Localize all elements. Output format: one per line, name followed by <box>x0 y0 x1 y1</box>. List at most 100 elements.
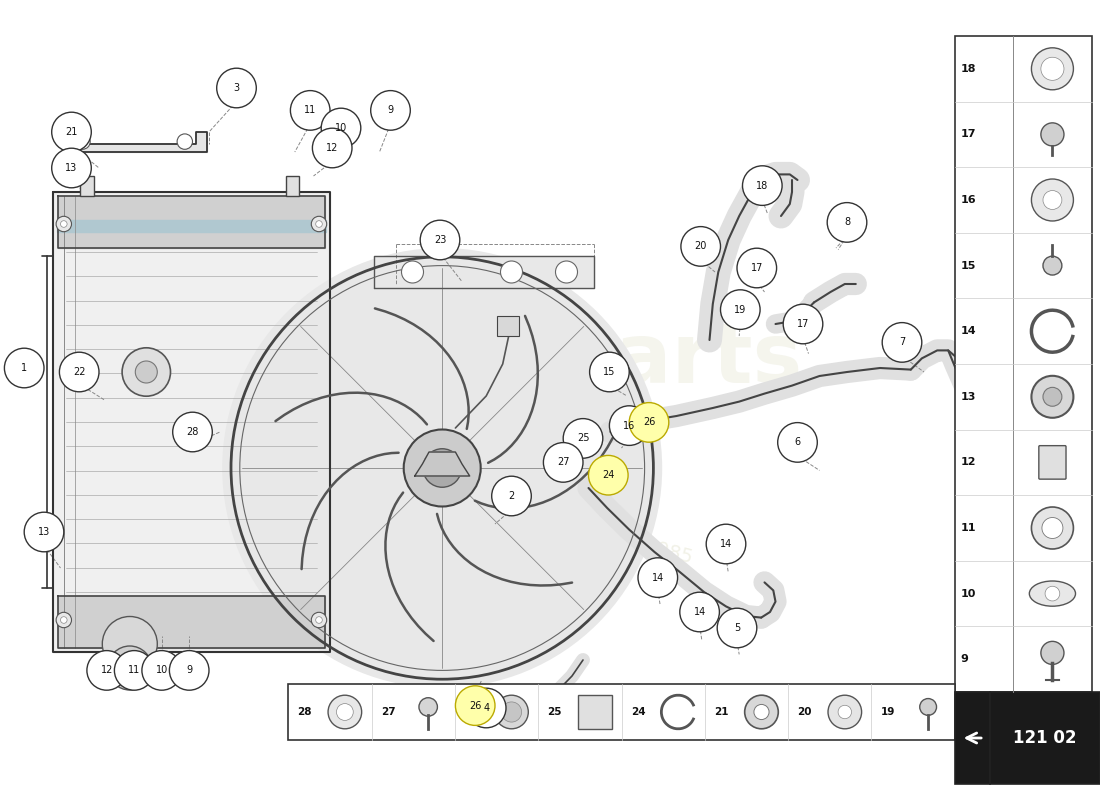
FancyBboxPatch shape <box>80 176 94 196</box>
Circle shape <box>371 90 410 130</box>
Text: 14: 14 <box>719 539 733 549</box>
Text: 121 02: 121 02 <box>1013 729 1077 747</box>
FancyBboxPatch shape <box>1038 446 1066 479</box>
Text: 11: 11 <box>960 523 977 533</box>
Circle shape <box>1032 179 1074 221</box>
Circle shape <box>1043 190 1062 210</box>
Circle shape <box>56 612 72 628</box>
Text: 26: 26 <box>469 701 482 710</box>
Polygon shape <box>415 452 470 476</box>
Circle shape <box>1032 48 1074 90</box>
Circle shape <box>424 449 462 487</box>
Circle shape <box>1032 376 1074 418</box>
Text: 21: 21 <box>65 127 78 137</box>
Circle shape <box>1041 642 1064 665</box>
Text: 18: 18 <box>756 181 769 190</box>
Bar <box>990 692 1100 784</box>
Text: 12: 12 <box>100 666 113 675</box>
Text: 26: 26 <box>464 707 478 717</box>
Circle shape <box>638 558 678 598</box>
Circle shape <box>1043 387 1062 406</box>
Circle shape <box>420 220 460 260</box>
Bar <box>955 36 1092 692</box>
Circle shape <box>1032 507 1074 549</box>
Bar <box>288 684 955 740</box>
Circle shape <box>321 108 361 148</box>
Text: 24: 24 <box>602 470 615 480</box>
Text: 15: 15 <box>960 261 976 270</box>
Text: 13: 13 <box>65 163 78 173</box>
Circle shape <box>500 261 522 283</box>
Text: 26: 26 <box>642 418 656 427</box>
Text: 11: 11 <box>304 106 317 115</box>
Circle shape <box>217 68 256 108</box>
Circle shape <box>143 652 180 689</box>
Text: 20: 20 <box>694 242 707 251</box>
Polygon shape <box>60 132 207 164</box>
Polygon shape <box>58 196 324 248</box>
Text: 13: 13 <box>37 527 51 537</box>
Text: 14: 14 <box>960 326 977 336</box>
Circle shape <box>177 134 192 150</box>
Circle shape <box>4 348 44 388</box>
Text: 27: 27 <box>557 458 570 467</box>
Circle shape <box>466 688 506 728</box>
Text: 15: 15 <box>603 367 616 377</box>
Circle shape <box>543 442 583 482</box>
Text: 14: 14 <box>651 573 664 582</box>
Circle shape <box>737 248 777 288</box>
Circle shape <box>102 617 157 671</box>
Polygon shape <box>57 220 326 232</box>
Text: 6: 6 <box>794 438 801 447</box>
Circle shape <box>609 406 649 446</box>
Text: 9: 9 <box>387 106 394 115</box>
Circle shape <box>87 650 126 690</box>
Text: 13: 13 <box>960 392 976 402</box>
Text: 19: 19 <box>881 707 895 717</box>
Circle shape <box>882 322 922 362</box>
Circle shape <box>1045 586 1059 601</box>
Circle shape <box>742 166 782 206</box>
Circle shape <box>56 216 72 232</box>
Circle shape <box>745 695 779 729</box>
Circle shape <box>316 617 322 623</box>
Text: 17: 17 <box>960 130 977 139</box>
Text: europarts: europarts <box>341 319 803 401</box>
Circle shape <box>59 352 99 392</box>
Circle shape <box>88 652 125 689</box>
Text: 10: 10 <box>155 666 168 675</box>
Circle shape <box>1042 518 1063 538</box>
Text: 25: 25 <box>576 434 590 443</box>
Circle shape <box>404 430 481 506</box>
Text: 1: 1 <box>21 363 28 373</box>
Circle shape <box>495 695 528 729</box>
Bar <box>955 692 990 784</box>
FancyBboxPatch shape <box>578 695 612 729</box>
Text: 11: 11 <box>128 666 141 675</box>
Circle shape <box>492 476 531 516</box>
Text: 8: 8 <box>844 218 850 227</box>
Text: 10: 10 <box>960 589 976 598</box>
Text: 24: 24 <box>631 707 646 717</box>
Circle shape <box>1041 123 1064 146</box>
Circle shape <box>828 695 861 729</box>
Text: 22: 22 <box>73 367 86 377</box>
Text: 14: 14 <box>693 607 706 617</box>
Text: 17: 17 <box>750 263 763 273</box>
Circle shape <box>24 512 64 552</box>
Circle shape <box>60 221 67 227</box>
Text: 12: 12 <box>326 143 339 153</box>
Circle shape <box>706 524 746 564</box>
Circle shape <box>135 361 157 383</box>
Circle shape <box>316 221 322 227</box>
Circle shape <box>222 248 662 688</box>
Circle shape <box>754 705 769 719</box>
Circle shape <box>169 650 209 690</box>
Circle shape <box>590 352 629 392</box>
Polygon shape <box>58 596 324 648</box>
Circle shape <box>328 695 362 729</box>
Circle shape <box>337 704 353 720</box>
Text: 21: 21 <box>714 707 728 717</box>
Text: 16: 16 <box>623 421 636 430</box>
Polygon shape <box>473 698 508 712</box>
